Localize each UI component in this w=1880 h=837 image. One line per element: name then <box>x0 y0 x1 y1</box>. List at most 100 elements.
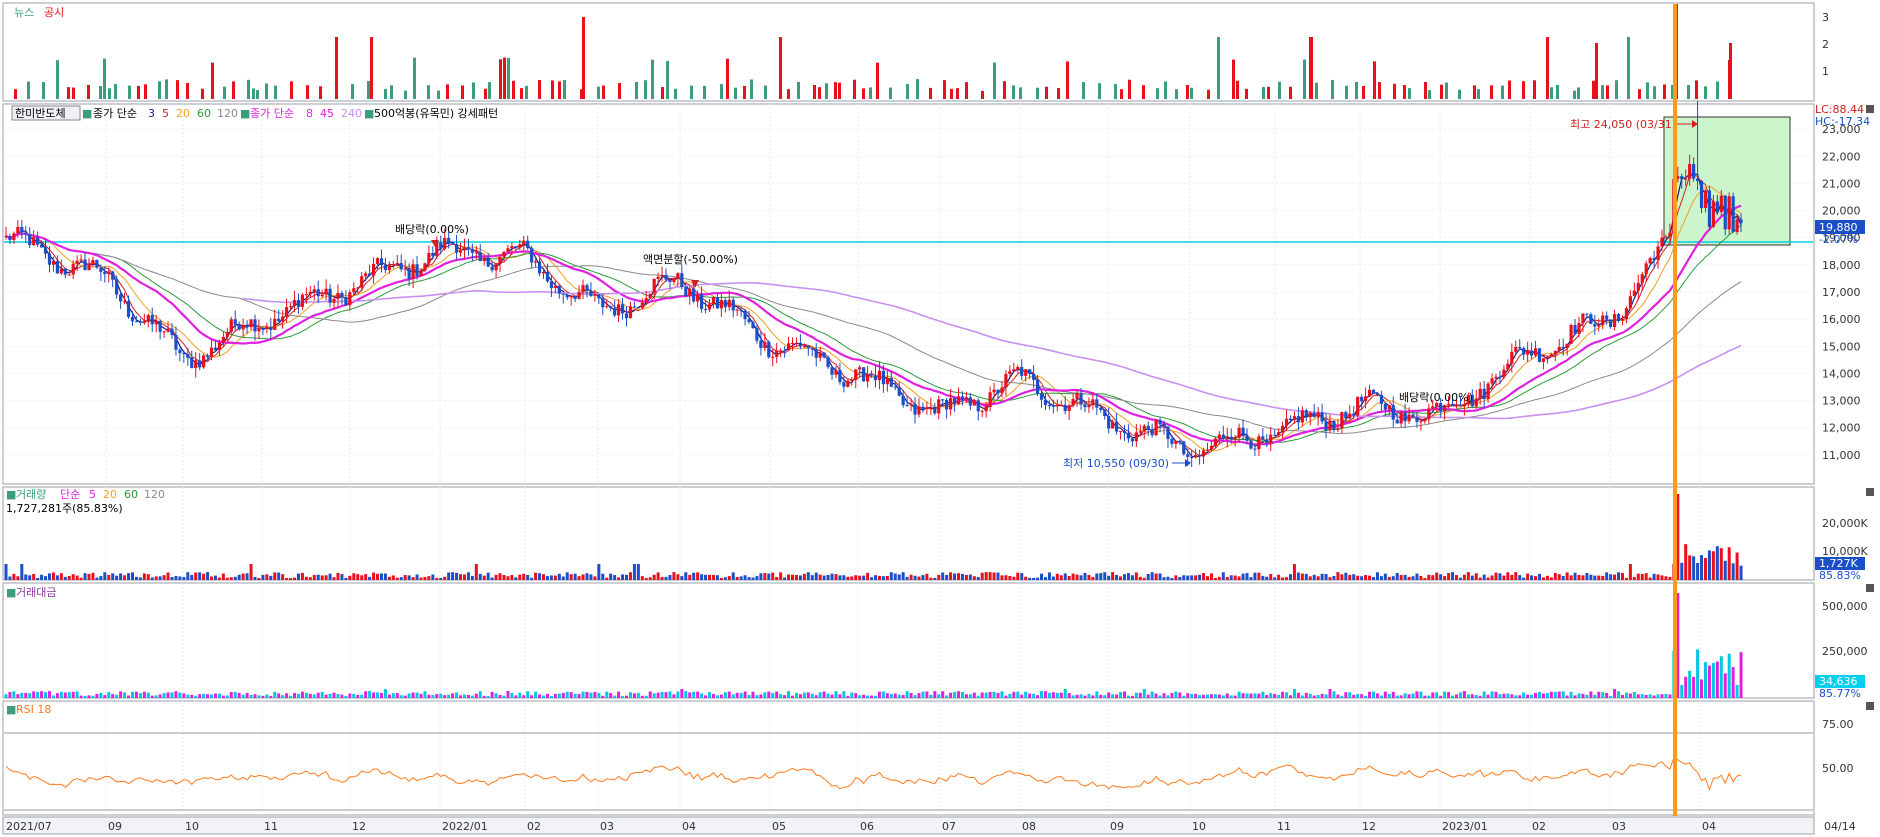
volume-bar <box>921 575 925 580</box>
candle <box>1296 407 1300 430</box>
price-tick: 21,000 <box>1822 177 1861 190</box>
news-bar <box>1045 86 1048 99</box>
price-tick: 17,000 <box>1822 286 1861 299</box>
amount-bar <box>1510 694 1514 698</box>
amount-bar <box>395 693 399 698</box>
candle <box>1518 339 1522 350</box>
volume-bar <box>660 576 664 580</box>
amount-bar <box>308 693 312 698</box>
amount-bar <box>1237 691 1241 698</box>
candle <box>1280 421 1285 439</box>
candle <box>75 255 79 272</box>
volume-bar <box>320 575 324 580</box>
volume-bar <box>664 576 668 580</box>
volume-bar <box>613 575 617 580</box>
volume-bar <box>925 573 929 580</box>
news-bar <box>1615 80 1618 99</box>
volume-bar <box>1395 573 1399 580</box>
volume-bar <box>1233 575 1237 580</box>
amount-bar <box>1308 693 1312 698</box>
amount-bar <box>1676 593 1680 698</box>
candle <box>269 317 273 340</box>
candle <box>502 250 506 262</box>
candle <box>644 291 648 303</box>
candle <box>696 290 700 308</box>
volume-bar <box>949 572 953 580</box>
volume-bar <box>1356 575 1360 580</box>
volume-bar <box>1269 574 1273 580</box>
volume-bar <box>1162 577 1166 580</box>
news-bar <box>813 84 816 99</box>
volume-bar <box>1047 572 1051 580</box>
news-bar <box>661 87 664 99</box>
volume-bar <box>502 575 506 580</box>
news-bar <box>1704 86 1707 99</box>
candle <box>1134 423 1138 447</box>
amount-bar <box>1545 693 1549 698</box>
amount-bar <box>1063 689 1067 698</box>
candle <box>609 305 613 312</box>
volume-bar <box>775 577 779 580</box>
amount-bar <box>984 692 988 698</box>
candle <box>470 243 474 262</box>
amount-bar <box>1316 694 1320 698</box>
candle <box>1150 423 1154 438</box>
volume-bar <box>652 574 656 580</box>
news-bar <box>1355 81 1358 99</box>
candle <box>1067 403 1071 420</box>
candle <box>1170 434 1174 448</box>
volume-bar <box>423 576 427 580</box>
volume-bar <box>1032 577 1036 580</box>
amount-bar <box>1668 694 1672 698</box>
x-tick: 12 <box>1362 820 1376 833</box>
candle <box>399 254 403 272</box>
amount-bar <box>1059 692 1063 698</box>
volume-bar <box>1213 577 1217 580</box>
volume-bar <box>498 573 502 580</box>
candle <box>893 381 897 390</box>
volume-bar <box>1486 577 1490 580</box>
volume-bar <box>1530 575 1534 580</box>
volume-bar <box>1684 544 1688 580</box>
candle <box>601 293 605 316</box>
amount-bar <box>486 695 490 698</box>
volume-bar <box>1609 574 1613 580</box>
candle <box>988 386 992 412</box>
amount-bar <box>1020 694 1024 698</box>
amount-bar <box>186 694 190 698</box>
amount-bar <box>170 692 174 698</box>
amount-bar <box>360 694 364 698</box>
panel-close-buttons[interactable] <box>1866 105 1874 710</box>
candle <box>700 286 704 313</box>
amount-bar <box>1537 691 1541 698</box>
svg-text:■: ■ <box>240 107 250 120</box>
amount-bar <box>1083 695 1087 698</box>
candle <box>806 345 810 356</box>
volume-bar <box>862 575 866 580</box>
date-crosshair[interactable] <box>1673 4 1677 816</box>
amount-bar <box>1660 694 1664 698</box>
legend-p3: 3 <box>148 107 155 120</box>
volume-bar <box>1146 573 1150 580</box>
amount-bar <box>1652 695 1656 698</box>
amount-bar <box>1561 691 1565 698</box>
amount-bar <box>1328 689 1332 698</box>
x-tick: 09 <box>108 820 122 833</box>
candle <box>1387 404 1391 416</box>
candle <box>1577 316 1581 338</box>
amount-bar <box>972 692 976 698</box>
amount-bar <box>1727 653 1731 698</box>
amount-bar <box>1194 693 1198 698</box>
candle <box>1443 404 1447 420</box>
amount-bar <box>664 692 668 698</box>
amount-bar <box>55 693 59 698</box>
candle <box>1715 194 1719 216</box>
news-tick: 1 <box>1822 65 1829 78</box>
volume-bar <box>1174 575 1178 580</box>
news-bar <box>128 85 131 99</box>
candle <box>1605 311 1609 325</box>
news-bar <box>1695 80 1698 99</box>
news-bar <box>1440 84 1443 99</box>
candle <box>1427 403 1431 424</box>
